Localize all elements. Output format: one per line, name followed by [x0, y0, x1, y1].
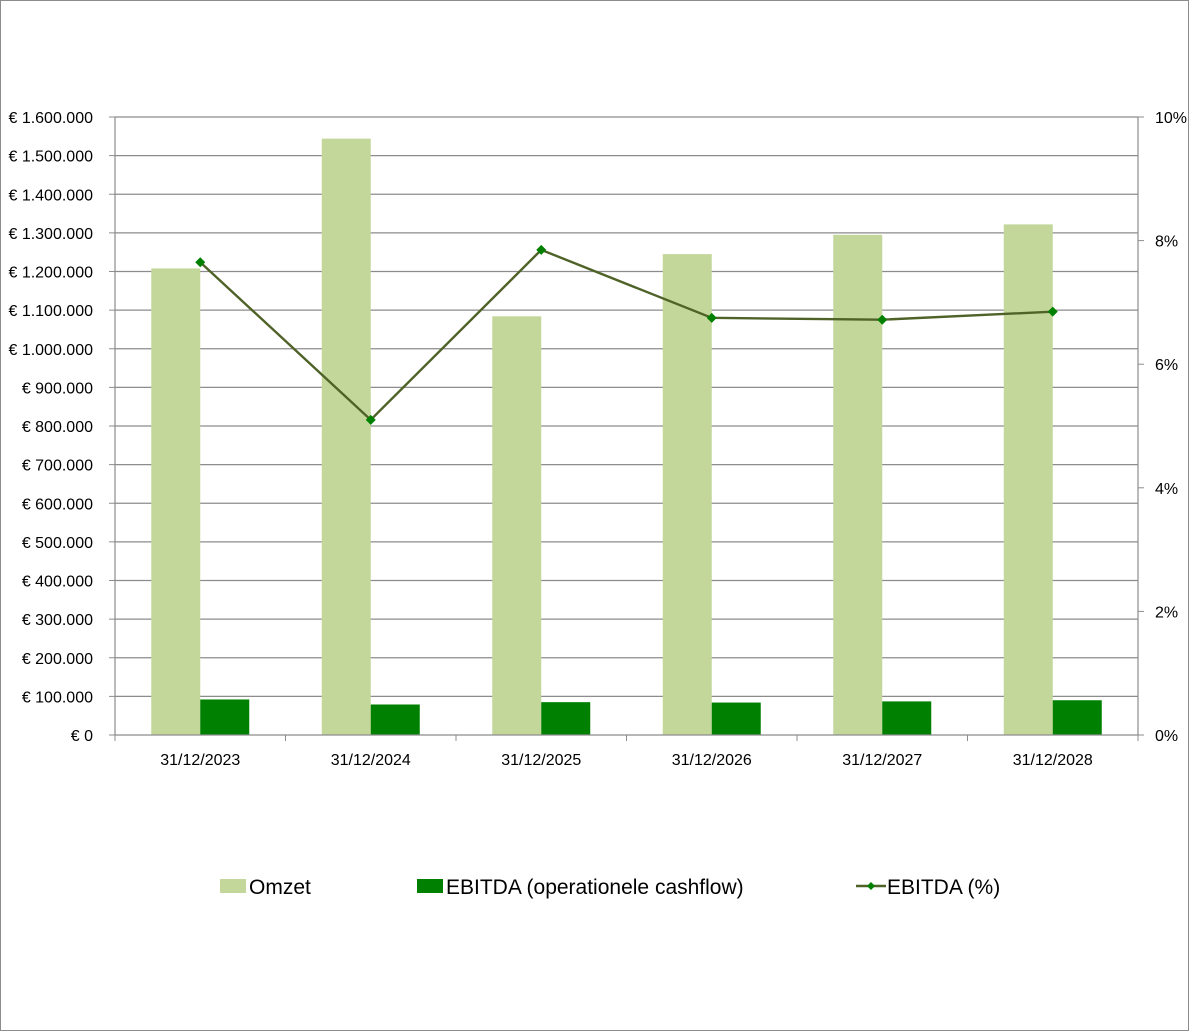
ebitda-bar: [882, 701, 932, 735]
x-axis-tick-label: 31/12/2027: [842, 752, 922, 769]
legend-marker: [867, 882, 875, 890]
ebitda-pct-line: [195, 244, 1058, 425]
left-axis-tick-label: € 600.000: [22, 496, 93, 513]
omzet-bar: [492, 316, 542, 735]
left-axis-tick-label: € 500.000: [22, 535, 93, 552]
tick-labels: € 0 € 100.000 € 200.000 € 300.000 € 400.000 €…: [8, 110, 1187, 769]
right-axis-tick-label: 0%: [1155, 728, 1178, 745]
ebitda-pct-point: [1047, 306, 1058, 317]
x-axis-tick-label: 31/12/2023: [160, 752, 240, 769]
legend-label: EBITDA (operationele cashflow): [446, 876, 744, 899]
omzet-bar: [151, 268, 201, 735]
ebitda-bar: [541, 702, 591, 735]
left-axis-tick-label: € 100.000: [22, 689, 93, 706]
left-axis-tick-label: € 900.000: [22, 380, 93, 397]
x-axis-tick-label: 31/12/2025: [501, 752, 581, 769]
left-axis-tick-label: € 1.500.000: [8, 149, 93, 166]
ebitda-bar: [200, 699, 250, 735]
omzet-bar: [662, 254, 712, 735]
legend-swatch: [417, 879, 443, 893]
left-axis-tick-label: € 300.000: [22, 612, 93, 629]
ebitda-pct-point: [536, 244, 547, 255]
left-axis-tick-label: € 1.400.000: [8, 187, 93, 204]
x-axis-tick-label: 31/12/2024: [331, 752, 411, 769]
right-axis-tick-label: 4%: [1155, 481, 1178, 498]
right-axis-tick-label: 6%: [1155, 357, 1178, 374]
legend-label: Omzet: [249, 876, 311, 899]
ebitda-bar: [1052, 700, 1102, 735]
x-axis-tick-label: 31/12/2028: [1013, 752, 1093, 769]
left-axis-tick-label: € 1.200.000: [8, 265, 93, 282]
legend: Omzet EBITDA (operationele cashflow) EBITD…: [220, 876, 1000, 899]
ebitda-pct-point: [195, 257, 206, 268]
right-axis-tick-label: 2%: [1155, 604, 1178, 621]
left-axis-tick-label: € 1.000.000: [8, 342, 93, 359]
omzet-bar: [1003, 224, 1053, 735]
right-axis-tick-label: 10%: [1155, 110, 1187, 127]
omzet-bar: [833, 234, 883, 735]
ebitda-bar: [370, 704, 420, 735]
left-axis-tick-label: € 200.000: [22, 651, 93, 668]
axes: [109, 116, 1144, 741]
legend-label: EBITDA (%): [887, 876, 1000, 899]
ebitda-pct-point: [706, 312, 717, 323]
ebitda-bar: [711, 702, 761, 735]
ebitda-pct-point: [877, 314, 888, 325]
ebitda-pct-polyline: [199, 248, 1053, 422]
bars: [151, 138, 1102, 735]
x-axis-tick-label: 31/12/2026: [672, 752, 752, 769]
right-axis-tick-label: 8%: [1155, 234, 1178, 251]
ebitda-pct-point: [365, 414, 376, 425]
omzet-bar: [321, 138, 371, 735]
left-axis-tick-label: € 1.300.000: [8, 226, 93, 243]
left-axis-tick-label: € 400.000: [22, 574, 93, 591]
left-axis-tick-label: € 800.000: [22, 419, 93, 436]
gridlines: [115, 116, 1138, 697]
left-axis-tick-label: € 0: [71, 728, 93, 745]
left-axis-tick-label: € 700.000: [22, 458, 93, 475]
left-axis-tick-label: € 1.600.000: [8, 110, 93, 127]
left-axis-tick-label: € 1.100.000: [8, 303, 93, 320]
legend-swatch: [220, 879, 246, 893]
